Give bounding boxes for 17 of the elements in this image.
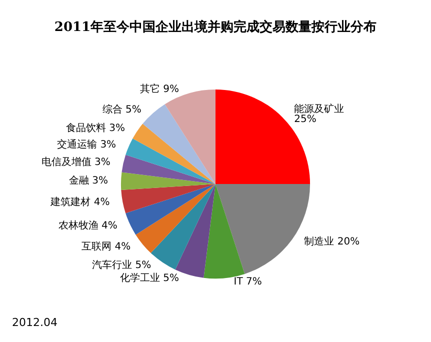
slice-label: 能源及矿业 (294, 102, 344, 115)
slice-label: 汽车行业 5% (92, 259, 152, 272)
slice-label: 金融 3% (68, 174, 108, 186)
slice-label: 农林牧渔 4% (58, 219, 118, 232)
slice-label: 化学工业 5% (120, 272, 180, 284)
slice-label: 制造业 20% (304, 235, 360, 248)
chart-title: 2011年至今中国企业出境并购完成交易数量按行业分布 (54, 19, 377, 35)
slice-label: 电信及增值 3% (41, 156, 110, 168)
slice-label: 建筑建材 4% (50, 196, 110, 208)
data-label: 25% (294, 114, 316, 125)
slice-label: 其它 9% (140, 82, 180, 95)
slice-label: IT 7% (234, 276, 262, 288)
slice-label: 食品饮料 3% (66, 122, 125, 134)
slice-label: 互联网 4% (82, 240, 131, 252)
slice-label: 交通运输 3% (57, 138, 116, 150)
text: 2012.04 (12, 316, 58, 329)
slice-label: 综合 5% (102, 104, 142, 116)
